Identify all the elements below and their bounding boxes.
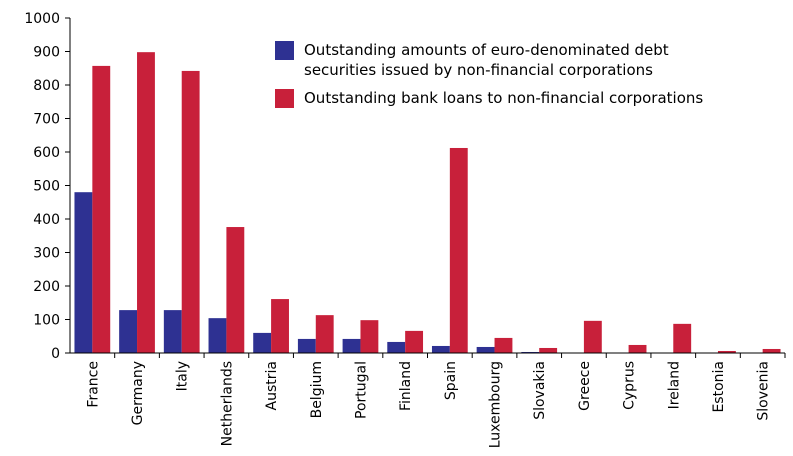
x-tick-label: Germany xyxy=(130,361,146,425)
legend-label: Outstanding bank loans to non-financial … xyxy=(304,89,704,107)
x-tick-label: Netherlands xyxy=(219,361,235,446)
bar xyxy=(253,332,272,353)
y-tick-label: 500 xyxy=(33,179,60,195)
bar xyxy=(583,320,602,353)
legend: Outstanding amounts of euro-denominated … xyxy=(275,40,745,116)
y-tick-label: 800 xyxy=(33,78,60,94)
bar xyxy=(181,70,200,354)
x-tick-label: France xyxy=(85,361,101,408)
y-tick-label: 900 xyxy=(33,45,60,61)
bar xyxy=(717,350,736,353)
bar xyxy=(539,347,558,353)
x-tick-label: Estonia xyxy=(711,361,727,413)
x-tick-label: Cyprus xyxy=(622,361,638,410)
y-tick-label: 1000 xyxy=(24,11,60,27)
bar xyxy=(449,147,468,353)
bar xyxy=(119,310,138,353)
x-tick-label: Ireland xyxy=(666,361,682,409)
legend-swatch xyxy=(275,41,294,60)
bar xyxy=(208,318,227,353)
bar xyxy=(315,315,334,353)
bar xyxy=(494,337,513,353)
bar xyxy=(387,341,406,353)
bar xyxy=(342,338,361,353)
bar xyxy=(297,338,316,353)
bar xyxy=(673,323,692,353)
y-tick-label: 300 xyxy=(33,246,60,262)
y-tick-label: 400 xyxy=(33,212,60,228)
bar xyxy=(74,192,93,353)
legend-item: Outstanding bank loans to non-financial … xyxy=(275,88,745,108)
x-tick-label: Slovenia xyxy=(756,361,772,421)
bar xyxy=(521,351,540,353)
y-tick-label: 600 xyxy=(33,145,60,161)
x-tick-label: Spain xyxy=(443,361,459,400)
bar xyxy=(271,299,289,353)
x-tick-label: Italy xyxy=(175,361,191,391)
x-tick-label: Luxembourg xyxy=(488,361,504,448)
bar xyxy=(163,310,182,353)
x-tick-label: Finland xyxy=(398,361,414,411)
bar xyxy=(431,345,450,353)
y-tick-label: 100 xyxy=(33,313,60,329)
bar xyxy=(226,227,245,353)
x-tick-label: Belgium xyxy=(309,361,325,418)
x-tick-label: Austria xyxy=(264,361,280,410)
bar xyxy=(762,348,781,353)
y-tick-label: 0 xyxy=(51,346,60,362)
bar xyxy=(405,330,424,353)
x-tick-label: Portugal xyxy=(353,361,369,419)
legend-item: Outstanding amounts of euro-denominated … xyxy=(275,40,745,80)
x-tick-label: Greece xyxy=(577,361,593,411)
y-tick-label: 700 xyxy=(33,112,60,128)
x-tick-label: Slovakia xyxy=(532,361,548,420)
bar xyxy=(360,320,379,353)
legend-swatch xyxy=(275,89,294,108)
y-tick-label: 200 xyxy=(33,279,60,295)
legend-label: Outstanding amounts of euro-denominated … xyxy=(304,41,669,79)
bar xyxy=(628,344,647,353)
bar xyxy=(92,65,111,353)
bar xyxy=(137,52,155,354)
bar xyxy=(476,346,495,353)
